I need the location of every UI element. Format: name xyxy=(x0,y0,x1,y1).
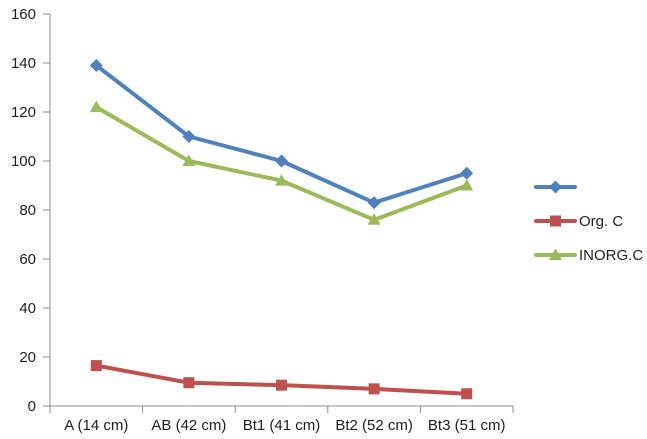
data-point-org-c xyxy=(183,377,195,389)
legend-swatch-marker-inorg-c xyxy=(549,248,562,260)
y-tick-label: 40 xyxy=(19,300,36,317)
data-point-inorg-c xyxy=(275,174,288,186)
x-category-label: AB (42 cm) xyxy=(151,417,226,434)
data-point-org-c xyxy=(90,360,102,372)
y-tick-label: 80 xyxy=(19,202,36,219)
data-point-series-1 xyxy=(367,196,381,210)
legend-swatch-marker-org-c xyxy=(550,215,561,227)
data-point-series-1 xyxy=(182,130,196,143)
data-point-inorg-c xyxy=(367,213,381,225)
data-point-inorg-c xyxy=(89,100,103,113)
data-point-org-c xyxy=(461,388,473,400)
y-tick-label: 120 xyxy=(11,104,36,121)
data-point-inorg-c xyxy=(182,154,196,166)
x-category-label: A (14 cm) xyxy=(64,417,128,434)
data-point-series-1 xyxy=(460,166,474,180)
data-point-series-1 xyxy=(275,154,288,168)
y-tick-label: 100 xyxy=(11,153,36,170)
legend-swatch-marker-series-1 xyxy=(549,180,562,194)
y-tick-label: 160 xyxy=(11,6,36,23)
y-tick-label: 60 xyxy=(19,251,36,268)
y-tick-label: 140 xyxy=(11,55,36,72)
data-point-series-1 xyxy=(89,58,103,72)
data-point-org-c xyxy=(276,379,287,391)
data-point-inorg-c xyxy=(460,179,474,191)
legend-label-org-c: Org. C xyxy=(579,213,623,230)
x-category-label: Bt1 (41 cm) xyxy=(243,417,321,434)
legend-label-inorg-c: INORG.C xyxy=(579,247,643,264)
y-tick-label: 0 xyxy=(28,398,36,415)
x-category-label: Bt2 (52 cm) xyxy=(335,417,413,434)
x-category-label: Bt3 (51 cm) xyxy=(428,417,506,434)
y-tick-label: 20 xyxy=(19,349,36,366)
data-point-org-c xyxy=(368,383,380,395)
